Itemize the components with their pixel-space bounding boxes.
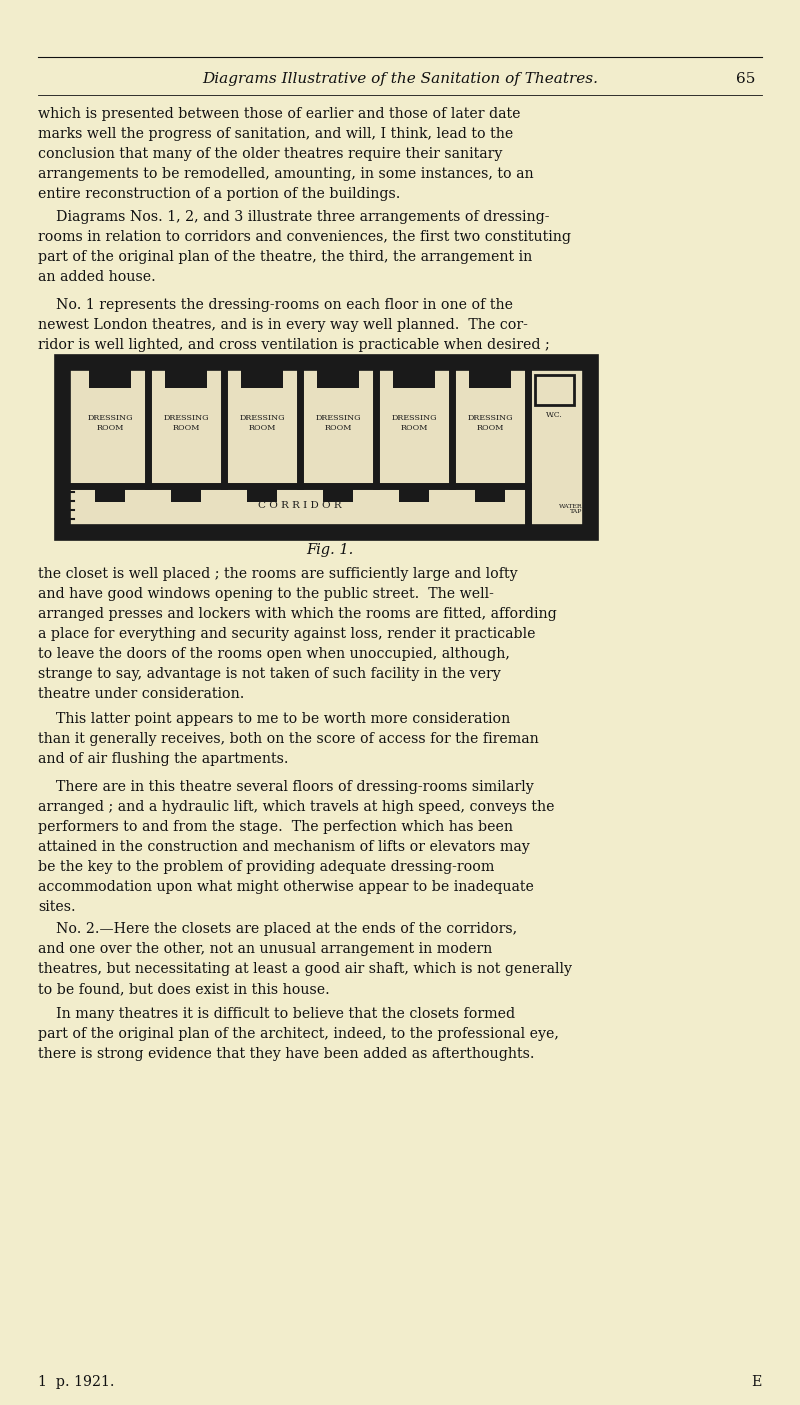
- Text: WATER
TAP: WATER TAP: [558, 503, 582, 514]
- Text: the closet is well placed ; the rooms are sufficiently large and lofty
and have : the closet is well placed ; the rooms ar…: [38, 568, 557, 701]
- Bar: [89, 370, 131, 388]
- Text: DRESSING
ROOM: DRESSING ROOM: [315, 414, 361, 433]
- Bar: [398, 486, 429, 502]
- Bar: [246, 486, 277, 502]
- Text: No. 1 represents the dressing-rooms on each floor in one of the
newest London th: No. 1 represents the dressing-rooms on e…: [38, 298, 550, 353]
- Bar: [475, 486, 506, 502]
- Bar: [317, 370, 359, 388]
- Text: There are in this theatre several floors of dressing-rooms similarly
arranged ; : There are in this theatre several floors…: [38, 780, 554, 915]
- Bar: [469, 370, 511, 388]
- Text: No. 2.—Here the closets are placed at the ends of the corridors,
and one over th: No. 2.—Here the closets are placed at th…: [38, 922, 572, 996]
- Text: DRESSING
ROOM: DRESSING ROOM: [163, 414, 209, 433]
- Text: DRESSING
ROOM: DRESSING ROOM: [391, 414, 437, 433]
- Bar: [323, 486, 354, 502]
- Text: DRESSING
ROOM: DRESSING ROOM: [239, 414, 285, 433]
- Text: Fig. 1.: Fig. 1.: [306, 542, 354, 556]
- Bar: [171, 486, 202, 502]
- Text: DRESSING
ROOM: DRESSING ROOM: [467, 414, 513, 433]
- Text: This latter point appears to me to be worth more consideration
than it generally: This latter point appears to me to be wo…: [38, 712, 538, 766]
- Text: which is presented between those of earlier and those of later date
marks well t: which is presented between those of earl…: [38, 107, 534, 201]
- Bar: [393, 370, 435, 388]
- Text: 1  p. 1921.: 1 p. 1921.: [38, 1375, 114, 1390]
- Text: In many theatres it is difficult to believe that the closets formed
part of the : In many theatres it is difficult to beli…: [38, 1007, 559, 1061]
- Text: Diagrams Illustrative of the Sanitation of Theatres.: Diagrams Illustrative of the Sanitation …: [202, 72, 598, 86]
- Bar: [241, 370, 283, 388]
- Text: Diagrams Nos. 1, 2, and 3 illustrate three arrangements of dressing-
rooms in re: Diagrams Nos. 1, 2, and 3 illustrate thr…: [38, 209, 571, 284]
- Bar: [534, 375, 574, 405]
- Text: E: E: [752, 1375, 762, 1390]
- Text: W.C.: W.C.: [546, 412, 562, 419]
- Text: C O R R I D O R: C O R R I D O R: [258, 500, 342, 510]
- Text: DRESSING
ROOM: DRESSING ROOM: [87, 414, 133, 433]
- Bar: [165, 370, 207, 388]
- Bar: [94, 486, 125, 502]
- Text: 65: 65: [736, 72, 755, 86]
- Bar: [62, 362, 590, 532]
